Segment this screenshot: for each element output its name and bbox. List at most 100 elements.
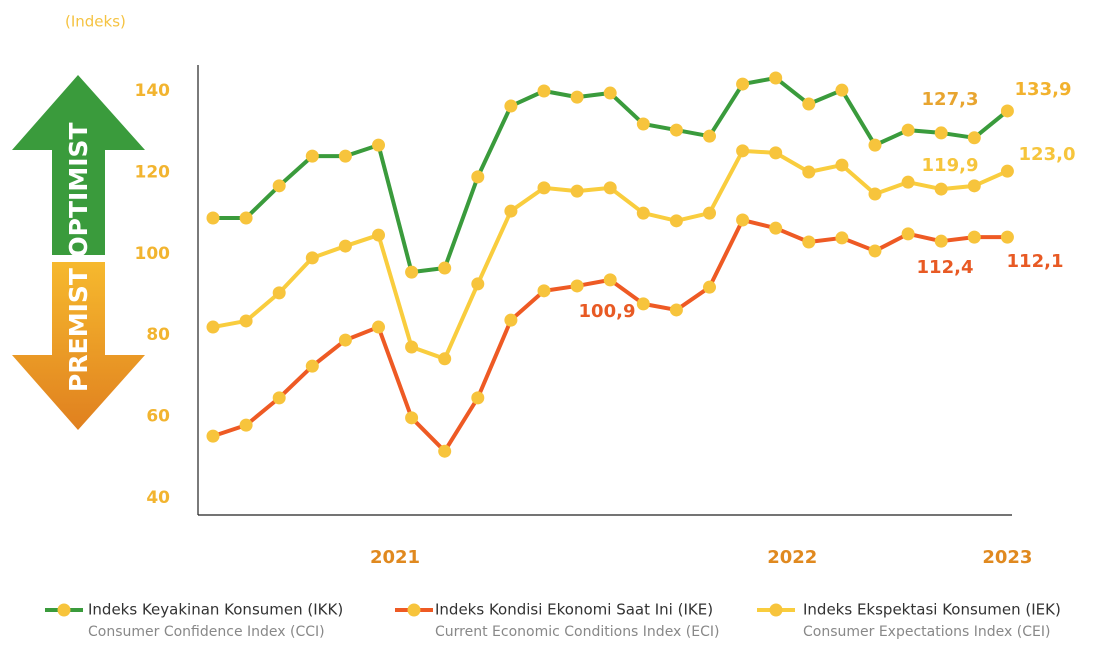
data-point [868, 187, 882, 201]
data-point [669, 303, 683, 317]
data-point [835, 158, 849, 172]
data-point [272, 391, 286, 405]
data-point [603, 181, 617, 195]
data-point [669, 123, 683, 137]
data-point [967, 230, 981, 244]
y-axis-label: (Indeks) [65, 13, 126, 31]
data-point [703, 129, 716, 143]
data-point [603, 86, 617, 100]
y-tick-label: 40 [146, 488, 170, 508]
pessimist-arrow [12, 262, 145, 430]
arrow-up-label: OPTIMIST [64, 122, 93, 257]
y-tick-label: 80 [146, 325, 170, 345]
legend-marker [769, 603, 783, 617]
data-point [239, 418, 253, 432]
data-point [636, 117, 650, 131]
annotation: 119,9 [922, 155, 979, 176]
data-point [239, 314, 253, 328]
data-point [537, 284, 551, 298]
legend-label: Indeks Ekspektasi Konsumen (IEK) [803, 601, 1061, 619]
data-point [504, 204, 518, 218]
data-point [438, 352, 452, 366]
data-point [504, 313, 518, 327]
data-point [868, 138, 882, 152]
data-point [901, 227, 915, 241]
data-point [206, 429, 220, 443]
data-point [736, 77, 750, 91]
annotation: 112,1 [1007, 251, 1064, 272]
y-tick-label: 140 [135, 81, 171, 101]
data-point [570, 184, 584, 198]
x-tick-label: 2023 [982, 547, 1032, 568]
data-point [206, 211, 220, 225]
data-point [272, 179, 286, 193]
legend-label: Indeks Kondisi Ekonomi Saat Ini (IKE) [435, 601, 713, 619]
data-point [802, 97, 816, 111]
data-point [372, 228, 385, 242]
data-point [537, 84, 551, 98]
data-point [934, 182, 948, 196]
legend-marker [57, 603, 71, 617]
data-point [405, 340, 419, 354]
data-point [338, 333, 352, 347]
data-point [338, 149, 352, 163]
data-point [736, 144, 750, 158]
data-point [372, 320, 385, 334]
data-point [1000, 230, 1014, 244]
data-point [802, 235, 816, 249]
legend-sublabel: Consumer Expectations Index (CEI) [803, 624, 1050, 640]
data-point [835, 231, 849, 245]
annotation: 133,9 [1015, 79, 1072, 100]
data-point [934, 126, 948, 140]
data-point [901, 123, 915, 137]
data-point [769, 146, 783, 160]
data-point [405, 411, 419, 425]
data-point [438, 261, 452, 275]
data-point [736, 213, 750, 227]
data-point [636, 297, 650, 311]
data-point [802, 165, 816, 179]
data-point [305, 251, 319, 265]
data-point [703, 280, 716, 294]
data-point [1000, 104, 1014, 118]
data-point [669, 214, 683, 228]
arrow-down-label: PREMIST [64, 268, 93, 392]
data-point [305, 149, 319, 163]
annotation: 123,0 [1019, 144, 1076, 165]
data-point [1000, 164, 1014, 178]
data-point [967, 131, 981, 145]
legend-marker [407, 603, 421, 617]
data-point [703, 206, 716, 220]
data-point [405, 265, 419, 279]
series-line [212, 218, 1008, 454]
x-tick-label: 2022 [767, 547, 817, 568]
data-point [537, 181, 551, 195]
data-point [769, 221, 783, 235]
data-point [835, 83, 849, 97]
data-point [239, 211, 253, 225]
data-point [438, 444, 452, 458]
data-point [504, 99, 518, 113]
data-point [901, 175, 915, 189]
data-point [967, 179, 981, 193]
data-point [934, 234, 948, 248]
data-point [372, 138, 385, 152]
data-point [206, 320, 220, 334]
data-point [570, 90, 584, 104]
y-tick-label: 120 [135, 162, 171, 182]
annotation: 100,9 [579, 301, 636, 322]
data-point [471, 170, 485, 184]
legend-label: Indeks Keyakinan Konsumen (IKK) [88, 601, 343, 619]
data-point [603, 273, 617, 287]
legend-sublabel: Current Economic Conditions Index (ECI) [435, 624, 719, 640]
annotation: 127,3 [922, 89, 979, 110]
data-point [272, 286, 286, 300]
legend-sublabel: Consumer Confidence Index (CCI) [88, 624, 325, 640]
y-tick-label: 100 [135, 244, 171, 264]
data-point [769, 71, 783, 85]
data-point [636, 206, 650, 220]
x-tick-label: 2021 [370, 547, 420, 568]
y-tick-label: 60 [146, 407, 170, 427]
data-point [570, 279, 584, 293]
